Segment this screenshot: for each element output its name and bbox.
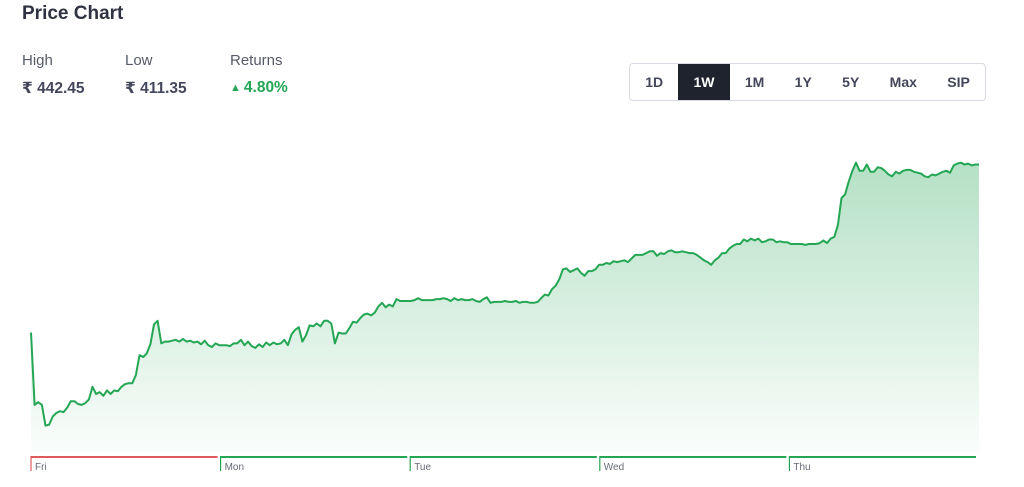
price-area-fill <box>31 162 979 452</box>
day-axis: Fri Mon Tue Wed Thu <box>30 456 976 473</box>
price-line <box>30 161 979 427</box>
timeframe-max-button[interactable]: Max <box>889 74 917 90</box>
timeframe-5y-button[interactable]: 5Y <box>842 74 860 90</box>
timeframe-1y-button[interactable]: 1Y <box>794 74 812 90</box>
timeframe-1w-button[interactable]: 1W <box>678 64 730 100</box>
day-label-thu: Thu <box>793 462 810 473</box>
stat-returns-label: Returns <box>230 52 283 69</box>
day-label-tue: Tue <box>414 462 431 473</box>
day-label-mon: Mon <box>225 462 244 473</box>
stat-low-label: Low <box>125 52 153 69</box>
timeframe-selector: 1D 1W 1M 1Y 5Y Max SIP <box>629 63 986 101</box>
plot-area <box>30 161 979 452</box>
stat-returns: Returns ▲ 4.80% <box>230 52 288 97</box>
stat-returns-value-wrap: ▲ 4.80% <box>230 79 288 97</box>
triangle-up-icon: ▲ <box>230 82 241 94</box>
stat-low-value: ₹ 411.35 <box>125 80 187 97</box>
stat-high-label: High <box>22 52 53 69</box>
stat-high-value: ₹ 442.45 <box>22 80 85 97</box>
stat-high: High ₹ 442.45 <box>22 52 85 98</box>
page-title: Price Chart <box>22 3 124 24</box>
stat-returns-value: 4.80% <box>243 79 288 96</box>
timeframe-1m-button[interactable]: 1M <box>744 74 765 90</box>
day-label-fri: Fri <box>35 462 47 473</box>
day-label-wed: Wed <box>604 462 624 473</box>
timeframe-1d-button[interactable]: 1D <box>645 74 664 90</box>
stat-low: Low ₹ 411.35 <box>125 52 187 98</box>
timeframe-sip-button[interactable]: SIP <box>947 74 970 90</box>
